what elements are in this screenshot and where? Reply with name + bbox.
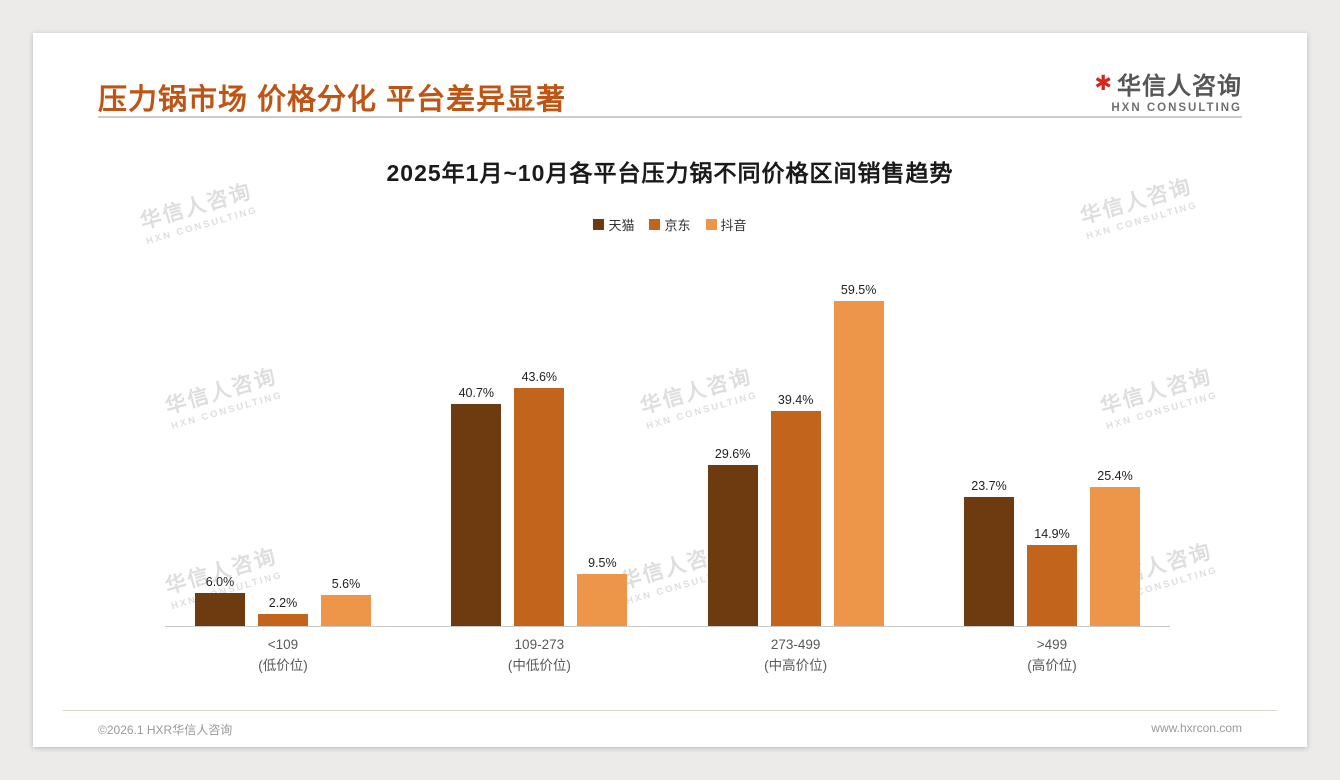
bar-value-label: 39.4% — [777, 393, 814, 407]
bar — [963, 497, 1014, 626]
bar-value-label: 29.6% — [714, 447, 751, 461]
bar-column: 39.4% — [770, 267, 821, 626]
bar-value-label: 2.2% — [268, 596, 298, 610]
logo-subtitle: HXN CONSULTING — [1111, 102, 1242, 114]
header: 压力锅市场 价格分化 平台差异显著 ✱ 华信人咨询 HXN CONSULTING — [98, 66, 1242, 118]
header-divider — [98, 116, 1242, 118]
category-label: <109 (低价位) — [195, 635, 371, 677]
chart-plot-area: 6.0% 2.2% 5.6% 40.7% 43.6% 9.5% 29.6% 39.4% 59.5… — [165, 267, 1170, 627]
category-label-tier: (中高价位) — [764, 657, 828, 673]
bar-value-label: 5.6% — [331, 577, 361, 591]
legend-swatch-icon — [649, 219, 661, 230]
x-axis-labels: <109 (低价位) 109-273 (中低价位) 273-499 (中高价位) >499 (… — [165, 635, 1170, 677]
logo-name: 华信人咨询 — [1117, 73, 1242, 100]
bar-value-label: 14.9% — [1034, 527, 1070, 541]
slide-card: 压力锅市场 价格分化 平台差异显著 ✱ 华信人咨询 HXN CONSULTING… — [33, 33, 1307, 747]
bar-column: 40.7% — [451, 267, 502, 626]
bar-value-label: 23.7% — [971, 479, 1007, 493]
bar-column: 6.0% — [195, 267, 245, 626]
bar — [195, 593, 245, 626]
bar-column: 29.6% — [707, 267, 758, 626]
footer: ©2026.1 HXR华信人咨询 www.hxrcon.com — [98, 721, 1242, 738]
category-label-range: 109-273 — [514, 637, 565, 652]
category-label-tier: (中低价位) — [507, 657, 571, 673]
logo: ✱ 华信人咨询 HXN CONSULTING — [1094, 66, 1242, 114]
legend-swatch-icon — [593, 219, 605, 230]
category-label: 273-499 (中高价位) — [708, 635, 884, 677]
bar — [577, 574, 628, 626]
page-title: 压力锅市场 价格分化 平台差异显著 — [98, 84, 567, 116]
bar-value-label: 59.5% — [840, 283, 877, 297]
bar-value-label: 40.7% — [458, 386, 495, 400]
chart-legend: 天猫 京东 抖音 — [33, 215, 1307, 234]
bar — [1026, 545, 1077, 626]
bar-column: 14.9% — [1026, 267, 1077, 626]
bar — [258, 614, 308, 626]
chart-title: 2025年1月~10月各平台压力锅不同价格区间销售趋势 — [386, 160, 954, 186]
copyright-text: ©2026.1 HXR华信人咨询 — [98, 723, 233, 737]
legend-label: 天猫 — [608, 218, 635, 233]
bar — [451, 404, 502, 626]
bar-group: 23.7% 14.9% 25.4% — [963, 267, 1140, 626]
bar-column: 5.6% — [321, 267, 371, 626]
bar-group: 29.6% 39.4% 59.5% — [707, 267, 884, 626]
bar-value-label: 43.6% — [521, 370, 558, 384]
bar-column: 23.7% — [963, 267, 1014, 626]
bar-group: 6.0% 2.2% 5.6% — [195, 267, 371, 626]
bar-group: 40.7% 43.6% 9.5% — [451, 267, 628, 626]
website-text: www.hxrcon.com — [1151, 721, 1242, 735]
bar-column: 25.4% — [1089, 267, 1140, 626]
bar — [321, 595, 371, 626]
legend-swatch-icon — [705, 219, 717, 230]
legend-label: 京东 — [664, 218, 691, 233]
bar-column: 2.2% — [258, 267, 308, 626]
bar — [707, 465, 758, 626]
bar — [770, 411, 821, 626]
category-label-range: <109 — [267, 637, 299, 652]
category-label: 109-273 (中低价位) — [451, 635, 627, 677]
category-label: >499 (高价位) — [964, 635, 1140, 677]
logo-row: ✱ 华信人咨询 — [1094, 66, 1242, 101]
legend-item: 京东 — [649, 215, 691, 234]
bar-column: 9.5% — [577, 267, 628, 626]
bar — [514, 388, 565, 626]
logo-flame-icon: ✱ — [1094, 72, 1112, 95]
category-label-range: >499 — [1036, 637, 1068, 652]
bar-value-label: 25.4% — [1097, 469, 1133, 483]
footer-divider — [63, 710, 1277, 711]
legend-item: 天猫 — [593, 215, 634, 234]
bar-column: 43.6% — [514, 267, 565, 626]
bar-column: 59.5% — [833, 267, 884, 626]
category-label-range: 273-499 — [770, 637, 821, 652]
bar — [1089, 487, 1140, 626]
bar-value-label: 6.0% — [205, 575, 235, 589]
category-label-tier: (低价位) — [258, 657, 308, 673]
category-label-tier: (高价位) — [1027, 657, 1077, 673]
legend-item: 抖音 — [705, 215, 747, 234]
legend-label: 抖音 — [720, 218, 747, 233]
bar — [833, 301, 884, 626]
bar-value-label: 9.5% — [588, 556, 617, 570]
